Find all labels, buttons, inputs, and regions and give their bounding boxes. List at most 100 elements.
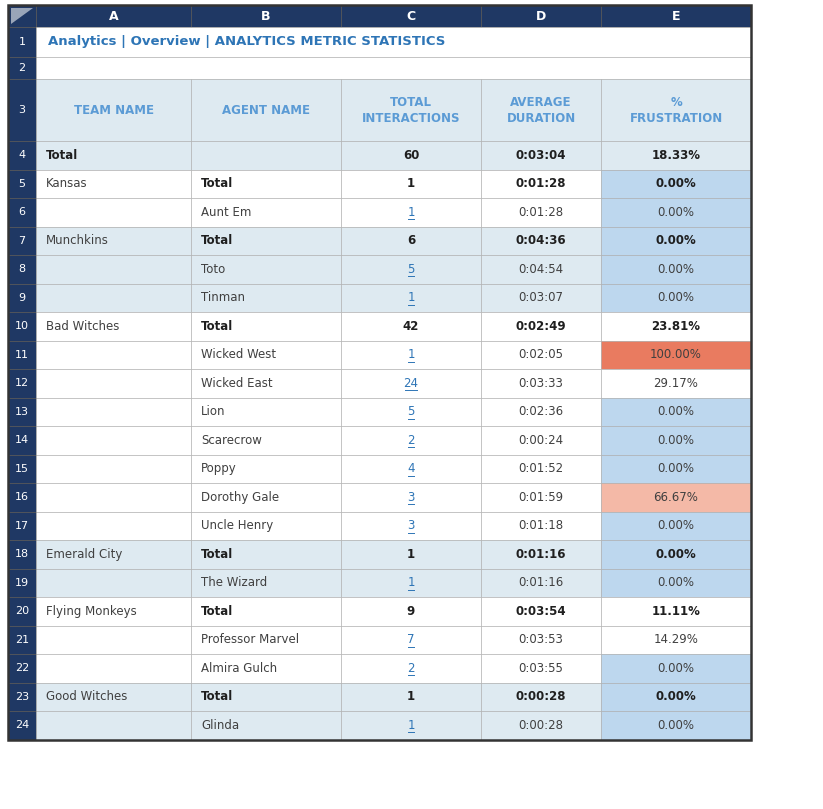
Bar: [191, 255, 341, 283]
Text: 60: 60: [402, 149, 419, 162]
Text: Dorothy Gale: Dorothy Gale: [201, 491, 279, 504]
Text: %
FRUSTRATION: % FRUSTRATION: [630, 95, 723, 125]
Bar: [601, 312, 751, 341]
Text: B: B: [261, 10, 271, 23]
Bar: [36, 57, 751, 79]
Text: Total: Total: [201, 605, 233, 618]
Text: 42: 42: [402, 320, 419, 332]
Text: 1: 1: [407, 576, 415, 589]
Bar: [481, 426, 601, 455]
Bar: [481, 170, 601, 198]
Bar: [481, 569, 601, 597]
Bar: [8, 312, 36, 341]
Text: Aunt Em: Aunt Em: [201, 205, 251, 218]
Bar: [341, 540, 481, 569]
Bar: [36, 569, 191, 597]
Text: 0:01:16: 0:01:16: [516, 548, 566, 561]
Bar: [36, 511, 191, 540]
Text: 1: 1: [407, 548, 415, 561]
Text: 1: 1: [18, 37, 26, 47]
Bar: [8, 227, 36, 255]
Text: 66.67%: 66.67%: [653, 491, 699, 504]
Text: D: D: [536, 10, 546, 23]
Text: 6: 6: [407, 235, 415, 248]
Text: Almira Gulch: Almira Gulch: [201, 662, 277, 675]
Text: 0:03:53: 0:03:53: [518, 633, 564, 646]
Bar: [341, 711, 481, 739]
Text: 0.00%: 0.00%: [658, 405, 695, 418]
Text: 4: 4: [18, 150, 26, 160]
Bar: [8, 369, 36, 397]
Text: Total: Total: [201, 320, 233, 332]
Bar: [36, 255, 191, 283]
Bar: [191, 283, 341, 312]
Text: 0.00%: 0.00%: [658, 519, 695, 532]
Bar: [191, 141, 341, 170]
Bar: [36, 683, 191, 711]
Bar: [481, 540, 601, 569]
Bar: [8, 683, 36, 711]
Text: 0:02:36: 0:02:36: [518, 405, 564, 418]
Bar: [341, 597, 481, 625]
Bar: [36, 711, 191, 739]
Text: 100.00%: 100.00%: [650, 348, 702, 362]
Bar: [601, 5, 751, 27]
Bar: [341, 5, 481, 27]
Text: 14.29%: 14.29%: [653, 633, 699, 646]
Text: 2: 2: [407, 434, 415, 447]
Text: 5: 5: [407, 405, 415, 418]
Text: Scarecrow: Scarecrow: [201, 434, 262, 447]
Text: 0.00%: 0.00%: [656, 690, 696, 703]
Text: Uncle Henry: Uncle Henry: [201, 519, 273, 532]
Bar: [341, 569, 481, 597]
Bar: [341, 654, 481, 683]
Bar: [8, 57, 36, 79]
Bar: [481, 683, 601, 711]
Text: 0:04:36: 0:04:36: [516, 235, 566, 248]
Bar: [601, 369, 751, 397]
Polygon shape: [11, 8, 33, 24]
Bar: [481, 198, 601, 227]
Bar: [191, 625, 341, 654]
Bar: [191, 341, 341, 369]
Bar: [481, 369, 601, 397]
Bar: [8, 141, 36, 170]
Text: 1: 1: [407, 291, 415, 304]
Text: Total: Total: [201, 235, 233, 248]
Text: 0:00:28: 0:00:28: [518, 718, 564, 732]
Bar: [8, 27, 36, 57]
Bar: [601, 654, 751, 683]
Text: 29.17%: 29.17%: [653, 377, 699, 390]
Bar: [191, 397, 341, 426]
Text: 0:03:04: 0:03:04: [516, 149, 566, 162]
Text: 14: 14: [15, 435, 29, 445]
Bar: [481, 283, 601, 312]
Bar: [36, 597, 191, 625]
Bar: [36, 5, 191, 27]
Bar: [341, 312, 481, 341]
Bar: [601, 341, 751, 369]
Bar: [341, 255, 481, 283]
Bar: [481, 141, 601, 170]
Text: 0.00%: 0.00%: [658, 263, 695, 276]
Bar: [481, 341, 601, 369]
Bar: [601, 597, 751, 625]
Text: 1: 1: [407, 690, 415, 703]
Text: Lion: Lion: [201, 405, 226, 418]
Bar: [8, 79, 36, 141]
Bar: [481, 255, 601, 283]
Text: 6: 6: [18, 207, 26, 218]
Bar: [8, 255, 36, 283]
Bar: [601, 170, 751, 198]
Bar: [601, 511, 751, 540]
Bar: [601, 540, 751, 569]
Text: 0:01:28: 0:01:28: [518, 205, 564, 218]
Text: Munchkins: Munchkins: [46, 235, 109, 248]
Bar: [341, 397, 481, 426]
Bar: [481, 483, 601, 511]
Bar: [341, 283, 481, 312]
Text: Analytics | Overview | ANALYTICS METRIC STATISTICS: Analytics | Overview | ANALYTICS METRIC …: [48, 36, 445, 49]
Bar: [481, 597, 601, 625]
Bar: [8, 569, 36, 597]
Bar: [601, 426, 751, 455]
